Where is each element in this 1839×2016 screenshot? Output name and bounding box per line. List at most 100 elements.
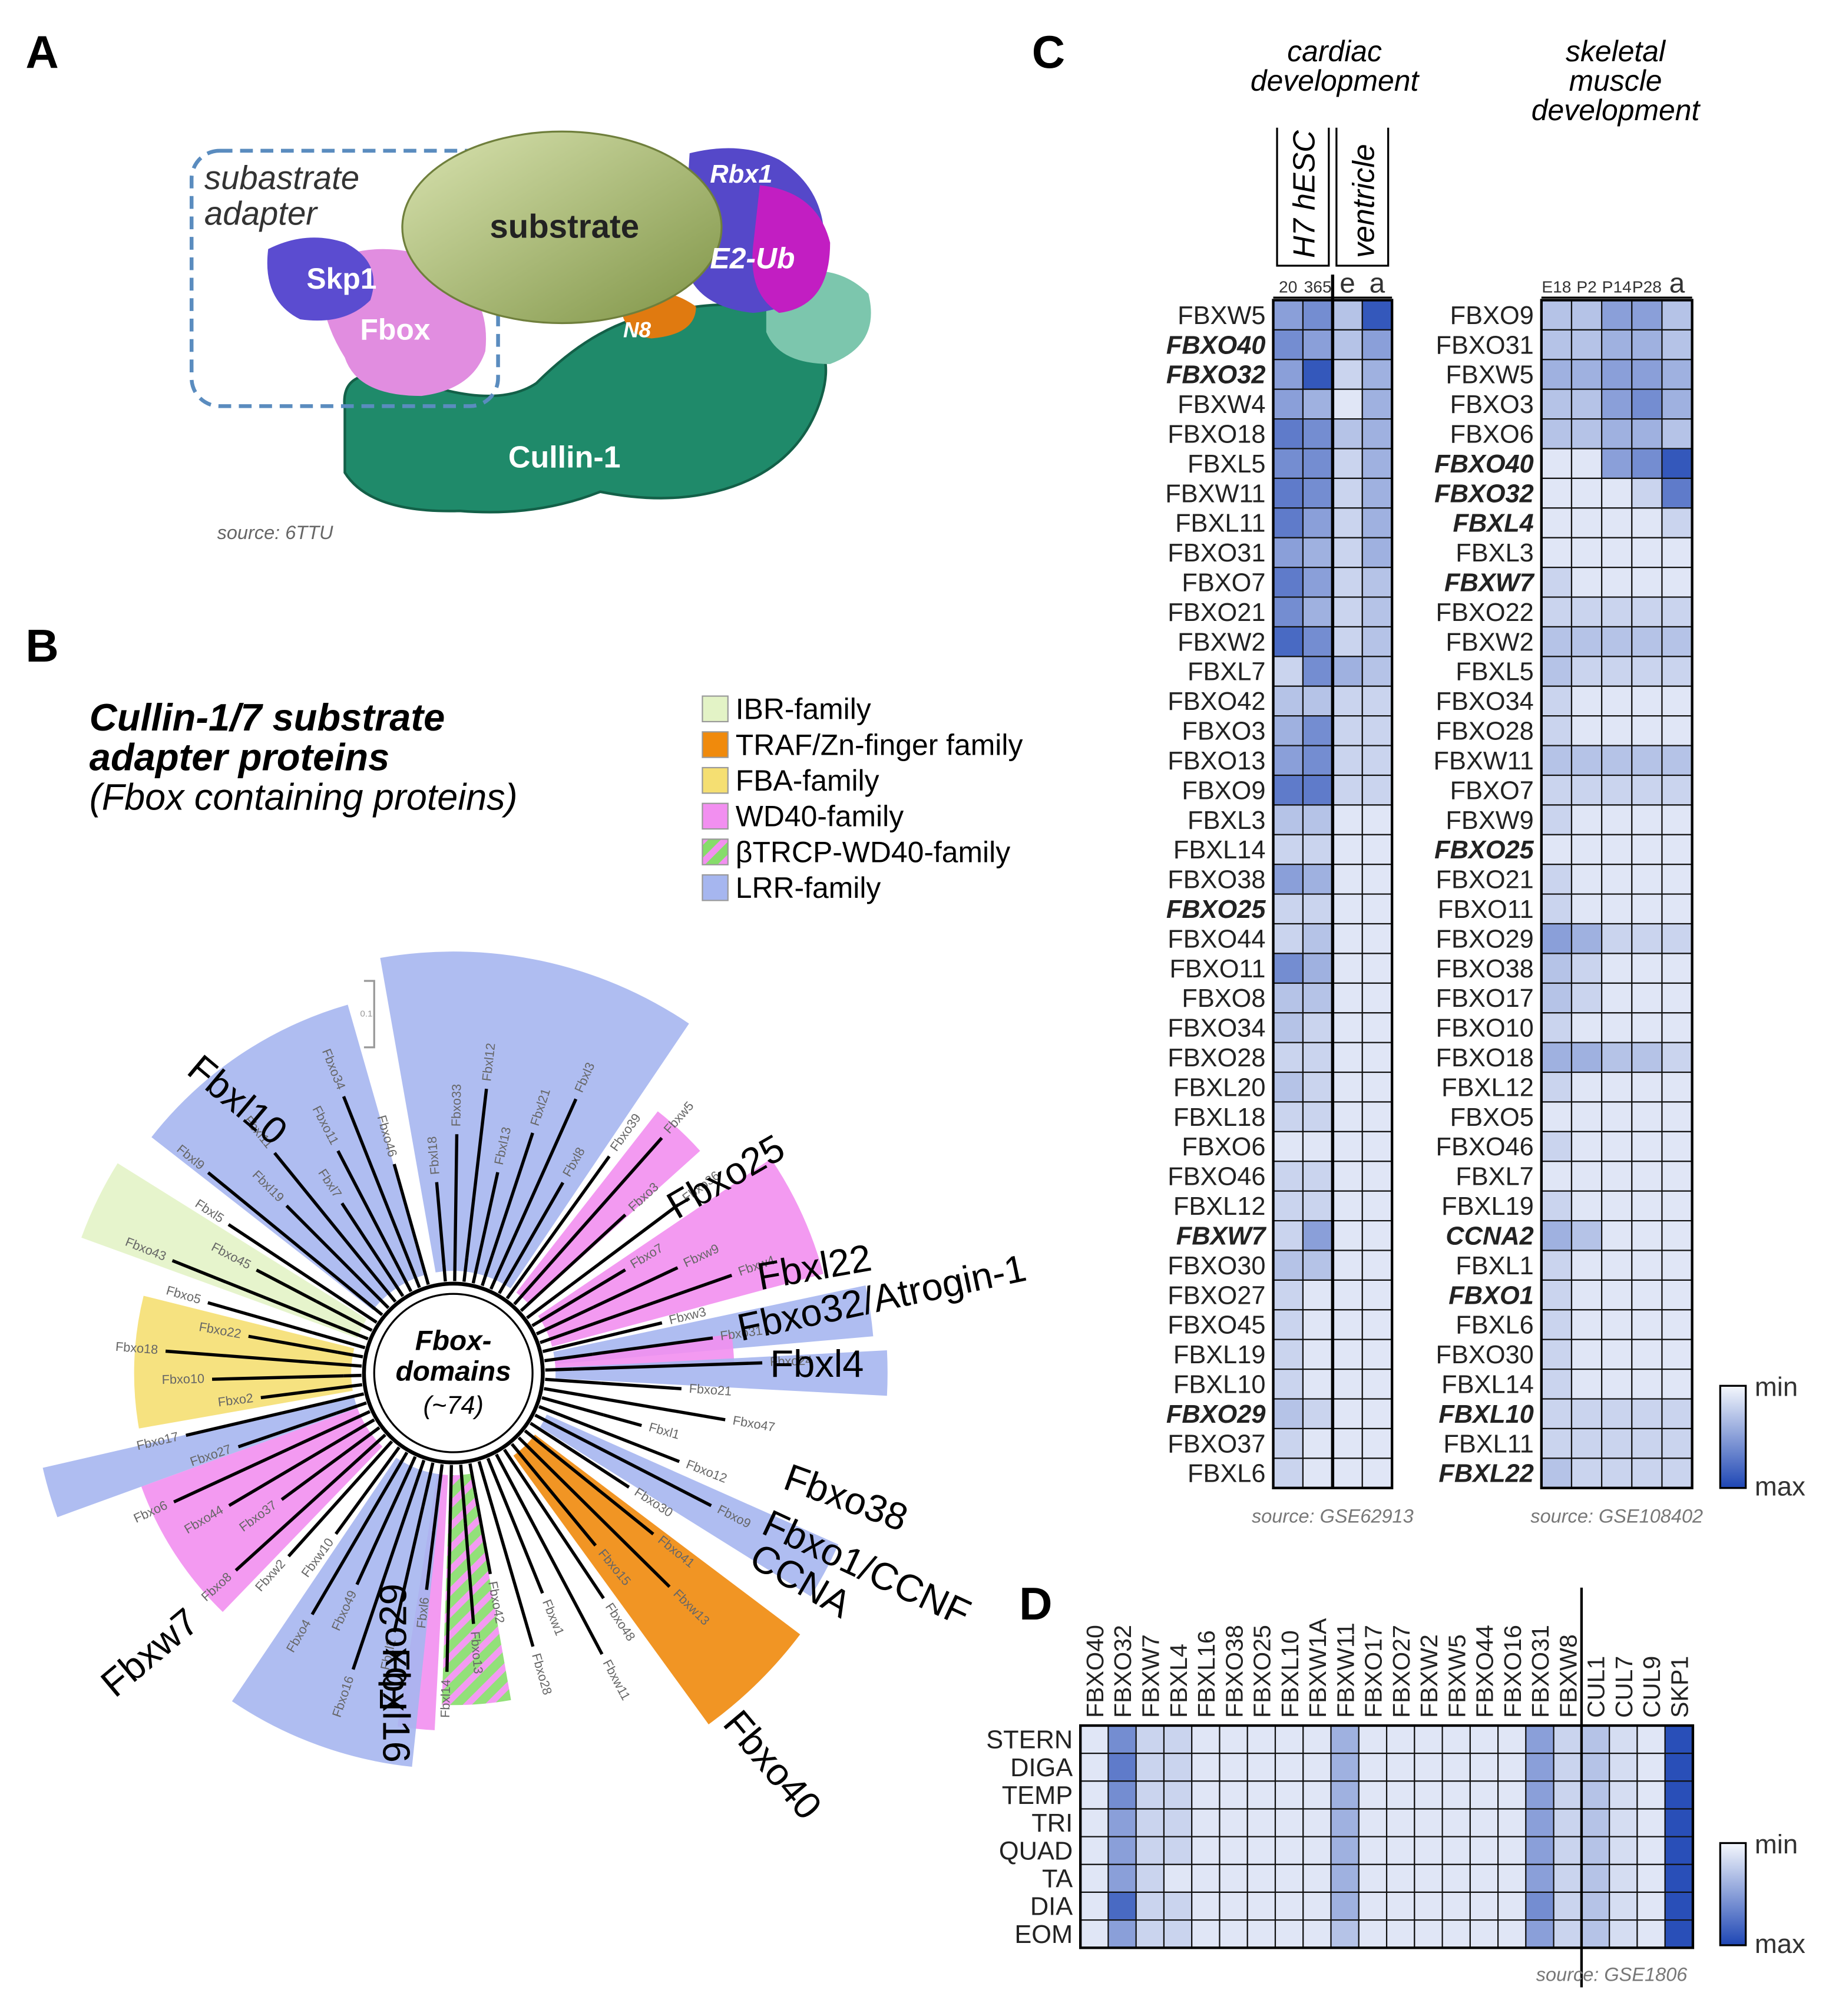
heatmap-cell — [1540, 656, 1573, 687]
heatmap-cell — [1601, 656, 1633, 687]
heatmap-cell — [1570, 1398, 1603, 1430]
heatmap-cell — [1631, 834, 1663, 865]
tree-branch — [392, 1164, 419, 1245]
column-label: FBXO32 — [1109, 1625, 1136, 1718]
row-label: FBXO31 — [1167, 539, 1265, 567]
row-label: FBXL4 — [1453, 510, 1533, 538]
heatmap-cell — [1361, 299, 1393, 331]
heatmap-cell — [1570, 596, 1603, 628]
heatmap-cell — [1540, 1042, 1573, 1073]
heatmap-cell — [1601, 1427, 1633, 1459]
heatmap-cell — [1302, 1891, 1332, 1921]
heatmap-cell — [1631, 596, 1663, 628]
heatmap-cell — [1525, 1891, 1554, 1921]
row-label: FBXL22 — [1438, 1460, 1533, 1488]
source-label: source: GSE62913 — [1252, 1505, 1414, 1526]
column-label: a — [1669, 267, 1685, 299]
heatmap-cell — [1661, 1190, 1693, 1222]
scale-bar — [363, 980, 375, 1049]
heatmap-cell — [1361, 477, 1393, 509]
group-header: cardiac — [1287, 35, 1382, 68]
heatmap-cell — [1135, 1891, 1165, 1921]
heatmap-cell — [1332, 477, 1363, 509]
row-label: FBXO30 — [1167, 1252, 1265, 1280]
heatmap-cell — [1497, 1919, 1527, 1949]
column-label: CUL7 — [1610, 1656, 1638, 1718]
heatmap-cell — [1361, 1369, 1393, 1400]
heatmap-cell — [1135, 1724, 1165, 1754]
tree-branch — [517, 1436, 561, 1479]
heatmap-cell — [1414, 1891, 1443, 1921]
tree-branch — [211, 1374, 344, 1381]
heatmap-cell — [1441, 1780, 1471, 1810]
heatmap-cell — [1661, 1250, 1693, 1281]
tree-branch — [491, 1510, 535, 1647]
heatmap-cell — [1570, 1309, 1603, 1340]
row-label: EOM — [1014, 1921, 1073, 1949]
heatmap-cell — [1272, 656, 1304, 687]
tree-branch — [513, 1267, 547, 1306]
heatmap-cell — [1553, 1891, 1582, 1921]
heatmap-cell — [1601, 745, 1633, 776]
row-label: FBXO21 — [1167, 599, 1265, 627]
heatmap-cell — [1661, 1309, 1693, 1340]
heatmap-cell — [1361, 804, 1393, 835]
heatmap-cell — [1580, 1724, 1610, 1754]
family-wedge — [516, 1111, 700, 1305]
tree-center: domains — [396, 1356, 511, 1387]
heatmap-cell — [1601, 804, 1633, 835]
heatmap-cell — [1540, 1131, 1573, 1162]
heatmap-cell — [1107, 1780, 1137, 1810]
legend-swatch — [702, 695, 729, 723]
tree-branch — [545, 1447, 654, 1536]
heatmap-cell — [1361, 418, 1393, 450]
tree-branch — [505, 1283, 519, 1300]
heatmap-cell — [1332, 329, 1363, 361]
tree-title: adapter proteins — [90, 735, 390, 778]
heatmap-cell — [1570, 745, 1603, 776]
heatmap-cell — [1570, 982, 1603, 1014]
heatmap-cell — [1661, 953, 1693, 984]
heatmap-cell — [1361, 715, 1393, 746]
skp1-shape — [267, 237, 374, 321]
heatmap-cell — [1163, 1863, 1193, 1893]
heatmap-cell — [1080, 1808, 1109, 1837]
tree-branch — [285, 1204, 356, 1275]
heatmap-cell — [1272, 893, 1304, 925]
heatmap-cell — [1361, 388, 1393, 420]
heatmap-cell — [1441, 1891, 1471, 1921]
heatmap-cell — [1246, 1836, 1276, 1865]
tree-branch — [362, 1446, 401, 1497]
heatmap-cell — [1191, 1724, 1221, 1754]
tree-branch — [280, 1453, 343, 1501]
tree-branch — [570, 1203, 680, 1287]
fbox-label: Fbox — [360, 313, 430, 346]
tree-branch — [577, 1420, 680, 1463]
heatmap-cell — [1302, 834, 1334, 865]
heatmap-cell — [1219, 1919, 1248, 1949]
heatmap-cell — [1272, 1458, 1304, 1489]
heatmap-cell — [1361, 953, 1393, 984]
heatmap-cell — [1272, 923, 1304, 954]
heatmap-cell — [1332, 745, 1363, 776]
tree-branch — [415, 1243, 430, 1285]
heatmap-cell — [1580, 1780, 1610, 1810]
row-label: FBXL7 — [1188, 658, 1266, 686]
heatmap-cell — [1636, 1724, 1666, 1754]
heatmap-cell — [1540, 715, 1573, 746]
heatmap-cell — [1661, 1369, 1693, 1400]
row-label: FBXW11 — [1434, 747, 1534, 775]
tree-branch — [481, 1255, 494, 1287]
heatmap-cell — [1302, 1012, 1334, 1043]
group-header: skeletal — [1566, 35, 1666, 68]
heatmap-cell — [1163, 1836, 1193, 1865]
heatmap-cell — [1661, 685, 1693, 717]
heatmap-cell — [1332, 507, 1363, 538]
tree-branch — [553, 1423, 712, 1508]
row-label: FBXW2 — [1446, 628, 1533, 656]
heatmap-cell — [1302, 596, 1334, 628]
heatmap-cell — [1272, 1279, 1304, 1311]
family-wedge — [42, 1396, 358, 1518]
column-label: FBXO44 — [1471, 1625, 1499, 1718]
